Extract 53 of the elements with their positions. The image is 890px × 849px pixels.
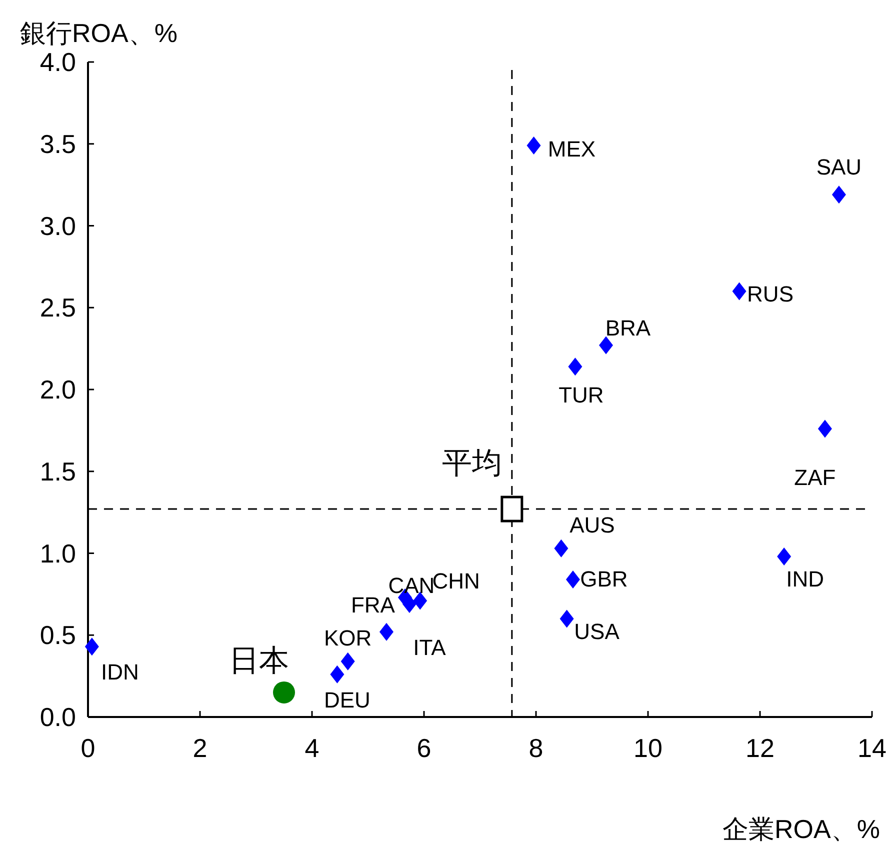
point — [340, 652, 355, 670]
x-tick-label: 4 — [304, 733, 320, 763]
x-tick-label: 14 — [858, 733, 886, 763]
y-tick-label: 3.0 — [40, 210, 76, 241]
series-label: TUR — [558, 382, 604, 408]
x-tick-label: 8 — [528, 733, 544, 763]
y-tick-label: 3.5 — [40, 128, 76, 159]
series-label: DEU — [324, 687, 370, 712]
y-tick-label: 1.5 — [40, 456, 76, 486]
series-label: USA — [574, 618, 620, 644]
series-label: CHN — [432, 568, 480, 594]
series-label: ZAF — [794, 464, 836, 490]
point — [818, 420, 832, 438]
point — [599, 336, 613, 354]
y-axis-title: 銀行ROA、% — [20, 18, 178, 48]
x-tick-label: 12 — [746, 733, 774, 763]
series-label: IDN — [100, 660, 139, 685]
series-label: SAU — [816, 154, 862, 180]
y-tick-label: 2.5 — [40, 292, 76, 323]
x-tick-label: 0 — [80, 733, 96, 763]
series-label: AUS — [570, 512, 615, 538]
y-tick-label: 1.0 — [40, 538, 76, 568]
series-label: GBR — [580, 566, 628, 592]
point — [330, 665, 344, 684]
point — [273, 681, 295, 704]
point — [732, 282, 746, 300]
series-label: MEX — [548, 136, 596, 162]
point — [832, 186, 846, 204]
point — [500, 496, 524, 522]
x-tick-label: 6 — [416, 733, 432, 763]
point — [560, 610, 574, 628]
point — [777, 548, 792, 566]
x-axis-title: 企業ROA、% — [722, 814, 880, 844]
series-label: 日本 — [229, 644, 289, 678]
y-tick-label: 0.0 — [40, 702, 76, 732]
series-label: FRA — [350, 592, 396, 618]
series-label: ITA — [413, 634, 446, 660]
y-tick-label: 2.0 — [40, 374, 76, 404]
point — [379, 622, 394, 641]
point — [568, 358, 582, 376]
series-label: RUS — [747, 281, 794, 306]
point — [554, 539, 568, 558]
series-label: BRA — [605, 315, 651, 340]
y-tick-label: 4.0 — [40, 47, 76, 77]
x-tick-label: 10 — [634, 733, 662, 763]
x-tick-label: 2 — [192, 733, 208, 763]
point — [84, 638, 99, 656]
y-tick-label: 0.5 — [40, 620, 76, 650]
series-label: IND — [786, 566, 824, 592]
series-label: KOR — [324, 625, 372, 650]
point — [526, 136, 541, 155]
series-label: 平均 — [442, 447, 502, 480]
point — [566, 570, 580, 588]
